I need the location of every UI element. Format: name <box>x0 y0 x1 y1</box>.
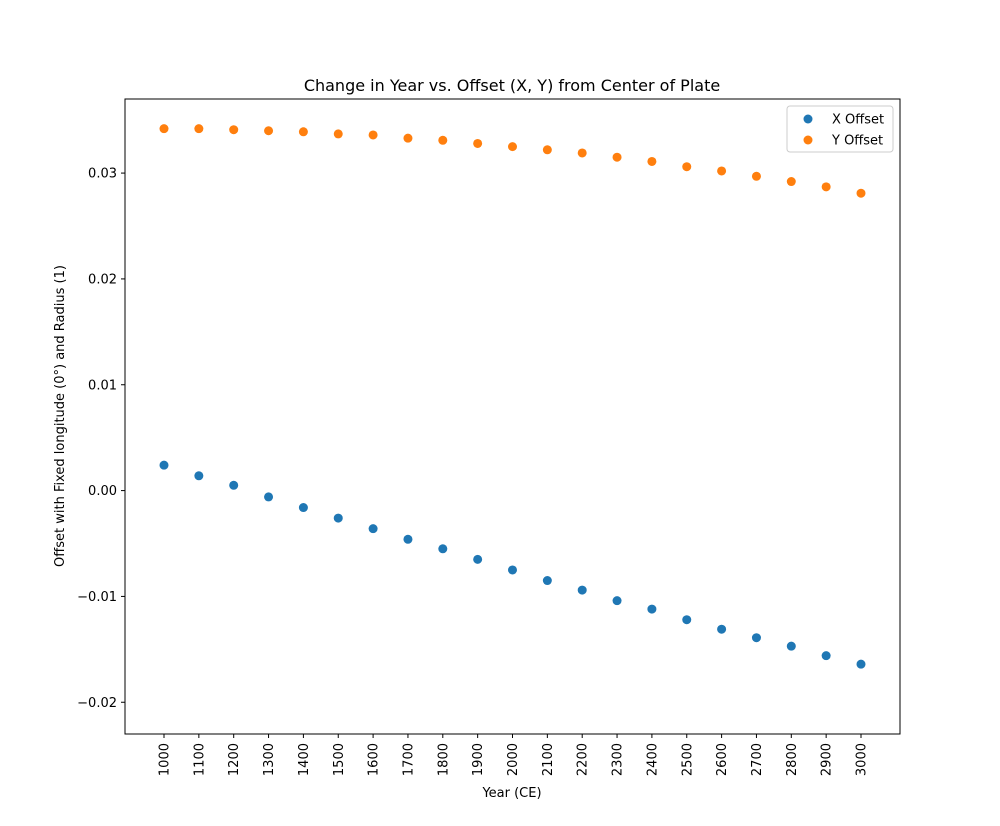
y-tick-label: 0.01 <box>88 378 117 393</box>
x-tick-label: 3000 <box>855 743 870 776</box>
x-tick-label: 1900 <box>471 743 486 776</box>
x-axis-label: Year (CE) <box>481 786 541 801</box>
x-tick-label: 1800 <box>436 743 451 776</box>
x-offset-point <box>612 596 622 606</box>
y-axis-ticks: −0.02 −0.01 0.00 0.01 0.02 0.03 <box>77 167 125 711</box>
x-tick-label: 2600 <box>715 743 730 776</box>
x-offset-point <box>542 576 552 586</box>
x-offset-point <box>577 585 587 595</box>
data-points <box>159 124 866 669</box>
y-tick-label: 0.02 <box>88 272 117 287</box>
y-offset-point <box>717 166 727 176</box>
x-offset-point <box>438 544 448 554</box>
x-offset-point <box>159 460 169 470</box>
y-offset-point <box>751 171 761 181</box>
x-offset-point <box>682 615 692 625</box>
x-tick-label: 1700 <box>401 743 416 776</box>
y-offset-point <box>577 148 587 158</box>
legend-marker <box>803 135 813 145</box>
x-tick-label: 2700 <box>750 743 765 776</box>
legend-marker <box>803 114 813 124</box>
chart-title: Change in Year vs. Offset (X, Y) from Ce… <box>304 76 720 95</box>
x-offset-point <box>229 480 239 490</box>
x-tick-label: 1200 <box>227 743 242 776</box>
y-offset-point <box>264 126 274 136</box>
y-axis-label: Offset with Fixed longitude (0°) and Rad… <box>53 265 68 567</box>
y-offset-point <box>194 124 204 134</box>
y-tick-label: 0.00 <box>88 484 117 499</box>
plot-area <box>124 98 901 735</box>
y-offset-point <box>856 188 866 198</box>
y-offset-point <box>786 177 796 187</box>
x-tick-label: 2900 <box>820 743 835 776</box>
x-offset-point <box>786 641 796 651</box>
x-tick-label: 2400 <box>645 743 660 776</box>
y-offset-point <box>682 162 692 172</box>
x-tick-label: 1400 <box>297 743 312 776</box>
legend-label: Y Offset <box>831 134 883 149</box>
y-offset-point <box>821 182 831 192</box>
y-offset-point <box>298 127 308 137</box>
x-offset-point <box>751 633 761 643</box>
y-offset-point <box>473 138 483 148</box>
y-tick-label: −0.01 <box>77 590 117 605</box>
x-offset-point <box>403 534 413 544</box>
y-offset-point <box>542 145 552 155</box>
x-tick-label: 2800 <box>785 743 800 776</box>
x-tick-label: 1600 <box>367 743 382 776</box>
x-tick-label: 1500 <box>332 743 347 776</box>
x-offset-point <box>647 604 657 614</box>
y-offset-point <box>438 135 448 145</box>
y-offset-point <box>612 152 622 162</box>
x-offset-point <box>333 513 343 523</box>
x-axis-ticks: 1000 1100 1200 1300 1400 1500 1600 1700 1800 1900… <box>158 734 870 776</box>
x-offset-point <box>264 492 274 502</box>
x-offset-point <box>473 554 483 564</box>
y-offset-point <box>647 156 657 166</box>
y-tick-label: 0.03 <box>88 167 117 182</box>
x-offset-point <box>821 651 831 661</box>
x-tick-label: 1000 <box>158 743 173 776</box>
plot-frame <box>124 98 901 735</box>
y-offset-point <box>159 124 169 134</box>
x-tick-label: 2200 <box>576 743 591 776</box>
y-offset-point <box>368 130 378 140</box>
x-offset-point <box>368 524 378 534</box>
x-offset-point <box>298 503 308 513</box>
legend: X Offset Y Offset <box>786 105 894 153</box>
x-tick-label: 2300 <box>611 743 626 776</box>
y-offset-point <box>333 129 343 139</box>
x-offset-point <box>194 471 204 481</box>
y-offset-point <box>508 142 517 152</box>
y-offset-point <box>403 133 413 143</box>
x-offset-point <box>856 659 866 669</box>
y-tick-label: −0.02 <box>77 696 117 711</box>
x-offset-point <box>717 624 727 634</box>
legend-box <box>786 105 894 153</box>
x-tick-label: 2000 <box>506 743 521 776</box>
legend-label: X Offset <box>832 113 884 128</box>
y-offset-point <box>229 125 239 135</box>
x-tick-label: 1100 <box>192 743 207 776</box>
x-offset-point <box>508 565 517 575</box>
x-tick-label: 2500 <box>680 743 695 776</box>
x-tick-label: 1300 <box>262 743 277 776</box>
x-tick-label: 2100 <box>541 743 556 776</box>
